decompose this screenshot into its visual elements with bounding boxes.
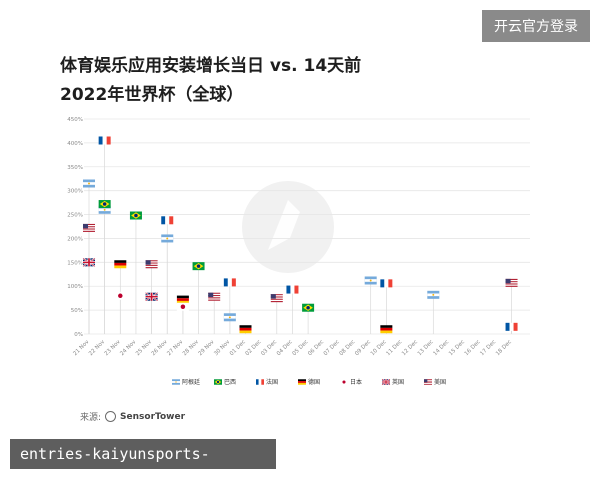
flag-point-usa bbox=[270, 294, 283, 303]
legend-label: 日本 bbox=[350, 378, 362, 386]
flag-point-france bbox=[505, 322, 518, 331]
x-tick-label: 15 Dec bbox=[448, 339, 466, 357]
flag-point-france bbox=[223, 278, 236, 287]
x-tick-label: 30 Nov bbox=[213, 339, 232, 358]
x-tick-label: 16 Dec bbox=[464, 339, 482, 357]
legend-item-brazil: 巴西 bbox=[214, 379, 236, 386]
brazil-flag-icon bbox=[214, 379, 222, 385]
flag-point-usa bbox=[208, 292, 221, 301]
flag-point-usa bbox=[505, 278, 518, 287]
x-tick-label: 09 Dec bbox=[354, 339, 372, 357]
x-tick-label: 13 Dec bbox=[417, 339, 435, 357]
france-flag-icon bbox=[256, 379, 264, 385]
x-tick-label: 17 Dec bbox=[479, 339, 497, 357]
argentina-flag-icon bbox=[172, 379, 180, 385]
flag-point-france bbox=[286, 285, 299, 294]
flag-point-brazil bbox=[98, 200, 111, 209]
y-tick-label: 150% bbox=[67, 260, 83, 266]
flag-point-usa bbox=[83, 223, 95, 232]
x-tick-label: 18 Dec bbox=[495, 339, 513, 357]
y-tick-label: 100% bbox=[67, 284, 83, 290]
legend-label: 美国 bbox=[434, 378, 446, 386]
flag-point-argentina bbox=[98, 205, 111, 214]
x-tick-label: 02 Dec bbox=[245, 339, 263, 357]
y-tick-label: 250% bbox=[67, 213, 83, 219]
flag-point-argentina bbox=[83, 179, 95, 188]
y-tick-label: 400% bbox=[67, 141, 83, 147]
x-tick-label: 12 Dec bbox=[401, 339, 419, 357]
y-tick-label: 50% bbox=[71, 308, 83, 314]
flag-point-argentina bbox=[161, 234, 174, 243]
legend-item-uk: 英国 bbox=[381, 378, 404, 386]
flag-point-germany bbox=[380, 325, 393, 334]
login-badge[interactable]: 开云官方登录 bbox=[482, 10, 590, 42]
usa-flag-icon bbox=[424, 379, 432, 385]
flag-point-brazil bbox=[302, 303, 315, 312]
legend-label: 英国 bbox=[392, 378, 404, 386]
flag-point-france bbox=[380, 279, 393, 288]
source-prefix: 来源: bbox=[80, 413, 102, 423]
legend-label: 阿根廷 bbox=[182, 378, 200, 386]
japan-flag-icon bbox=[340, 379, 348, 385]
flag-point-germany bbox=[114, 260, 127, 269]
flag-point-brazil bbox=[192, 262, 205, 271]
x-tick-label: 08 Dec bbox=[339, 339, 357, 357]
germany-flag-icon bbox=[298, 379, 306, 385]
chart-title-line-1: 体育娱乐应用安装增长当日 vs. 14天前 bbox=[60, 56, 362, 76]
source-brand-a: Sensor bbox=[120, 411, 156, 422]
legend-item-japan: 日本 bbox=[340, 378, 362, 386]
legend-item-argentina: 阿根廷 bbox=[172, 378, 200, 386]
flag-point-france bbox=[161, 216, 174, 225]
flag-point-germany bbox=[176, 295, 189, 304]
x-tick-label: 03 Dec bbox=[260, 339, 278, 357]
source-brand: SensorTower bbox=[120, 412, 185, 422]
flag-point-argentina bbox=[223, 313, 236, 322]
x-tick-label: 07 Dec bbox=[323, 339, 341, 357]
uk-flag-icon bbox=[381, 378, 391, 386]
source-brand-b: Tower bbox=[155, 411, 186, 422]
x-tick-label: 05 Dec bbox=[292, 339, 310, 357]
flag-point-uk bbox=[145, 292, 159, 302]
chart-title-line-2: 2022年世界杯（全球） bbox=[60, 85, 244, 105]
y-tick-label: 350% bbox=[67, 165, 83, 171]
legend-item-usa: 美国 bbox=[424, 378, 446, 386]
x-tick-label: 14 Dec bbox=[432, 339, 450, 357]
chart-area: 0%50%100%150%200%250%300%350%400%450% 21… bbox=[67, 117, 530, 386]
y-tick-label: 300% bbox=[67, 189, 83, 195]
legend-item-france: 法国 bbox=[256, 378, 278, 386]
y-tick-label: 0% bbox=[74, 332, 83, 338]
x-tick-label: 01 Dec bbox=[229, 339, 247, 357]
chart-title: 体育娱乐应用安装增长当日 vs. 14天前 2022年世界杯（全球） bbox=[60, 52, 580, 110]
watermark-logo bbox=[242, 181, 334, 273]
legend-label: 德国 bbox=[308, 378, 320, 386]
legend-label: 法国 bbox=[266, 378, 278, 386]
y-tick-label: 200% bbox=[67, 236, 83, 242]
flag-point-argentina bbox=[427, 290, 440, 299]
flag-point-usa bbox=[145, 260, 158, 269]
legend-label: 巴西 bbox=[224, 379, 236, 386]
flag-point-argentina bbox=[364, 276, 377, 285]
sensortower-logo-icon bbox=[105, 411, 117, 422]
x-tick-label: 11 Dec bbox=[385, 339, 403, 357]
x-tick-label: 10 Dec bbox=[370, 339, 388, 357]
flag-point-germany bbox=[239, 325, 252, 334]
flag-point-france bbox=[98, 136, 111, 145]
url-bar[interactable]: entries-kaiyunsports-qq.com.cn bbox=[10, 439, 276, 493]
flag-point-uk bbox=[82, 257, 96, 267]
flag-point-brazil bbox=[129, 211, 142, 220]
x-tick-label: 06 Dec bbox=[307, 339, 325, 357]
flag-point-japan bbox=[114, 291, 127, 300]
x-tick-label: 04 Dec bbox=[276, 339, 294, 357]
flag-point-japan bbox=[176, 302, 189, 311]
legend-item-germany: 德国 bbox=[298, 378, 320, 386]
y-tick-label: 450% bbox=[67, 117, 83, 123]
source-credit: 来源: SensorTower bbox=[80, 410, 185, 423]
